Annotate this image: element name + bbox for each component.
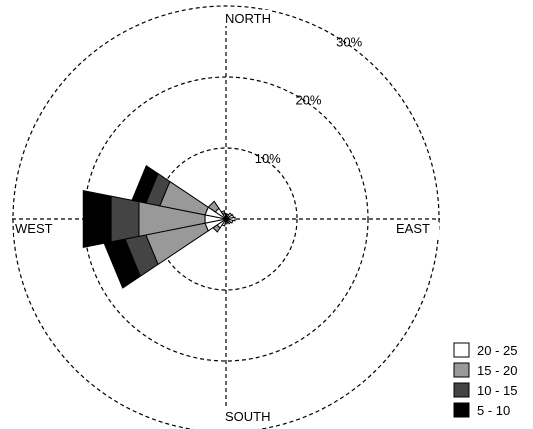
ring-labels: 10% 20% 30% [255, 35, 363, 166]
range-ring-1 [154, 147, 298, 291]
ring-label-1: 10% [255, 151, 281, 166]
north-label: NORTH [225, 11, 271, 26]
east-label: EAST [396, 221, 430, 236]
petal-270-5-10 [82, 189, 112, 249]
legend-label-2: 15 - 20 [477, 363, 517, 378]
legend-swatch-3 [453, 382, 470, 398]
west-label: WEST [15, 221, 53, 236]
legend-swatch-1 [453, 342, 470, 358]
ring-label-3: 30% [336, 35, 362, 50]
legend-swatch-2 [453, 362, 470, 378]
legend-label-4: 5 - 10 [477, 403, 510, 418]
legend: 20 - 25 15 - 20 10 - 15 5 - 10 [453, 342, 517, 418]
legend-label-3: 10 - 15 [477, 383, 517, 398]
south-label: SOUTH [225, 409, 271, 424]
legend-label-1: 20 - 25 [477, 343, 517, 358]
petal-270-10-15 [110, 195, 140, 243]
ring-label-2: 20% [295, 93, 321, 108]
legend-swatch-4 [453, 402, 470, 418]
wind-petals [82, 164, 236, 289]
petal-337.5-20-25 [222, 212, 227, 220]
